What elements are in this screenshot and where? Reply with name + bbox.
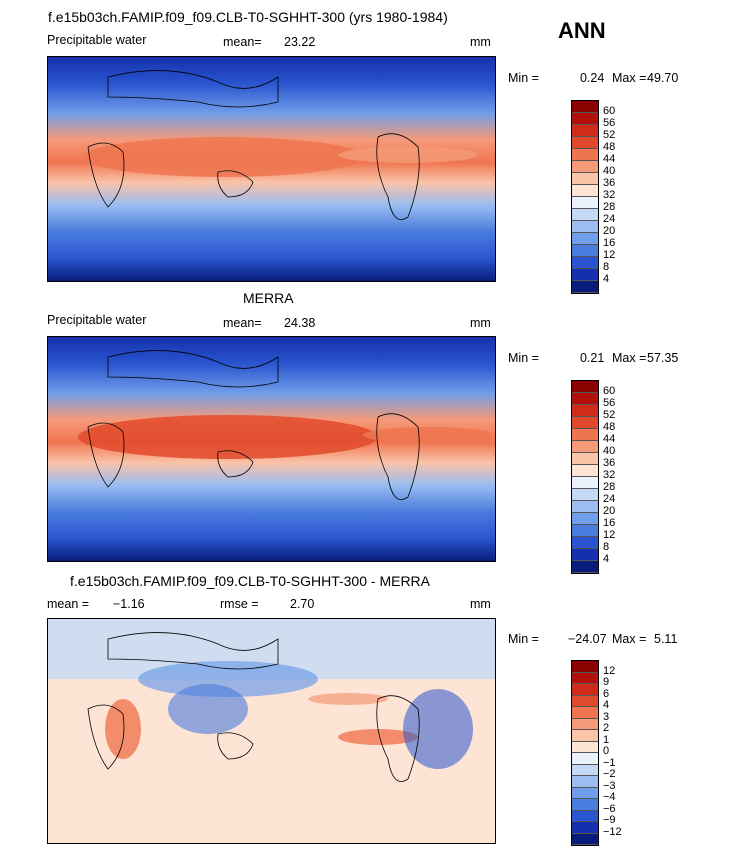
panel2-mean-label: mean= — [223, 316, 262, 330]
panel1-map — [47, 56, 496, 282]
panel3-tick: −4 — [603, 791, 616, 803]
panel3-colorbar — [571, 660, 599, 846]
panel1-tick: 20 — [603, 225, 616, 237]
panel2-map — [47, 336, 496, 562]
panel1-title: f.e15b03ch.FAMIP.f09_f09.CLB-T0-SGHHT-30… — [48, 9, 448, 25]
panel3-min-label: Min = — [508, 632, 539, 646]
panel2-tick: 28 — [603, 481, 616, 493]
panel3-tick: 9 — [603, 676, 610, 688]
panel3-tick: −1 — [603, 757, 616, 769]
panel3-max-value: 5.11 — [654, 632, 678, 646]
panel2-tick: 44 — [603, 433, 616, 445]
panel1-colorbar — [571, 100, 599, 294]
panel2-colorbar — [571, 380, 599, 574]
panel2-tick: 56 — [603, 397, 616, 409]
panel3-tick: 3 — [603, 711, 610, 723]
panel3-min-value: −24.07 — [568, 632, 607, 646]
panel1-tick: 4 — [603, 273, 610, 285]
panel2-max-value: 57.35 — [647, 351, 679, 365]
panel3-tick: 12 — [603, 665, 616, 677]
panel3-tick: −12 — [603, 826, 622, 838]
panel3-tick: 6 — [603, 688, 610, 700]
panel1-tick: 24 — [603, 213, 616, 225]
panel2-min-value: 0.21 — [580, 351, 605, 365]
panel2-map-field — [48, 337, 495, 561]
panel1-map-field — [48, 57, 495, 281]
panel2-tick: 36 — [603, 457, 616, 469]
panel1-tick: 8 — [603, 261, 610, 273]
panel2-title: MERRA — [243, 290, 294, 306]
panel1-tick: 28 — [603, 201, 616, 213]
panel1-tick: 44 — [603, 153, 616, 165]
panel3-units: mm — [470, 597, 491, 611]
panel1-units: mm — [470, 35, 491, 49]
panel1-tick: 12 — [603, 249, 616, 261]
panel3-tick: 2 — [603, 722, 610, 734]
panel2-variable-label: Precipitable water — [47, 313, 147, 327]
season-label: ANN — [558, 18, 606, 43]
panel3-tick: −3 — [603, 780, 616, 792]
panel1-tick: 56 — [603, 117, 616, 129]
panel3-tick: 1 — [603, 734, 610, 746]
panel2-tick: 48 — [603, 421, 616, 433]
panel3-title: f.e15b03ch.FAMIP.f09_f09.CLB-T0-SGHHT-30… — [70, 573, 431, 589]
panel2-tick: 8 — [603, 541, 610, 553]
panel1-tick: 60 — [603, 105, 616, 117]
panel2-min-label: Min = — [508, 351, 539, 365]
panel1-mean-value: 23.22 — [284, 35, 316, 49]
panel1-max-label: Max = — [612, 71, 647, 85]
panel2-tick: 12 — [603, 529, 616, 541]
panel1-tick: 48 — [603, 141, 616, 153]
panel2-tick: 60 — [603, 385, 616, 397]
panel3-tick: −2 — [603, 768, 616, 780]
panel2-tick: 16 — [603, 517, 616, 529]
panel1-mean-label: mean= — [223, 35, 262, 49]
panel2-tick: 32 — [603, 469, 616, 481]
panel1-variable-label: Precipitable water — [47, 33, 147, 47]
panel2-mean-value: 24.38 — [284, 316, 316, 330]
panel2-max-label: Max = — [612, 351, 647, 365]
panel3-tick: 4 — [603, 699, 610, 711]
panel1-min-value: 0.24 — [580, 71, 605, 85]
panel3-rmse-value: 2.70 — [290, 597, 315, 611]
panel3-tick: 0 — [603, 745, 610, 757]
panel1-tick: 16 — [603, 237, 616, 249]
panel3-tick: −9 — [603, 814, 616, 826]
panel2-tick: 20 — [603, 505, 616, 517]
panel2-tick: 40 — [603, 445, 616, 457]
panel3-mean-value: −1.16 — [113, 597, 145, 611]
panel2-units: mm — [470, 316, 491, 330]
panel1-max-value: 49.70 — [647, 71, 679, 85]
panel3-max-label: Max = — [612, 632, 647, 646]
panel1-tick: 52 — [603, 129, 616, 141]
panel1-tick: 32 — [603, 189, 616, 201]
panel1-min-label: Min = — [508, 71, 539, 85]
panel2-tick: 24 — [603, 493, 616, 505]
panel2-tick: 4 — [603, 553, 610, 565]
panel2-tick: 52 — [603, 409, 616, 421]
panel3-map — [47, 618, 496, 844]
panel3-mean-label: mean = — [47, 597, 90, 611]
panel3-map-field — [48, 619, 495, 843]
panel3-rmse-label: rmse = — [220, 597, 259, 611]
panel1-tick: 40 — [603, 165, 616, 177]
panel1-tick: 36 — [603, 177, 616, 189]
panel3-tick: −6 — [603, 803, 616, 815]
